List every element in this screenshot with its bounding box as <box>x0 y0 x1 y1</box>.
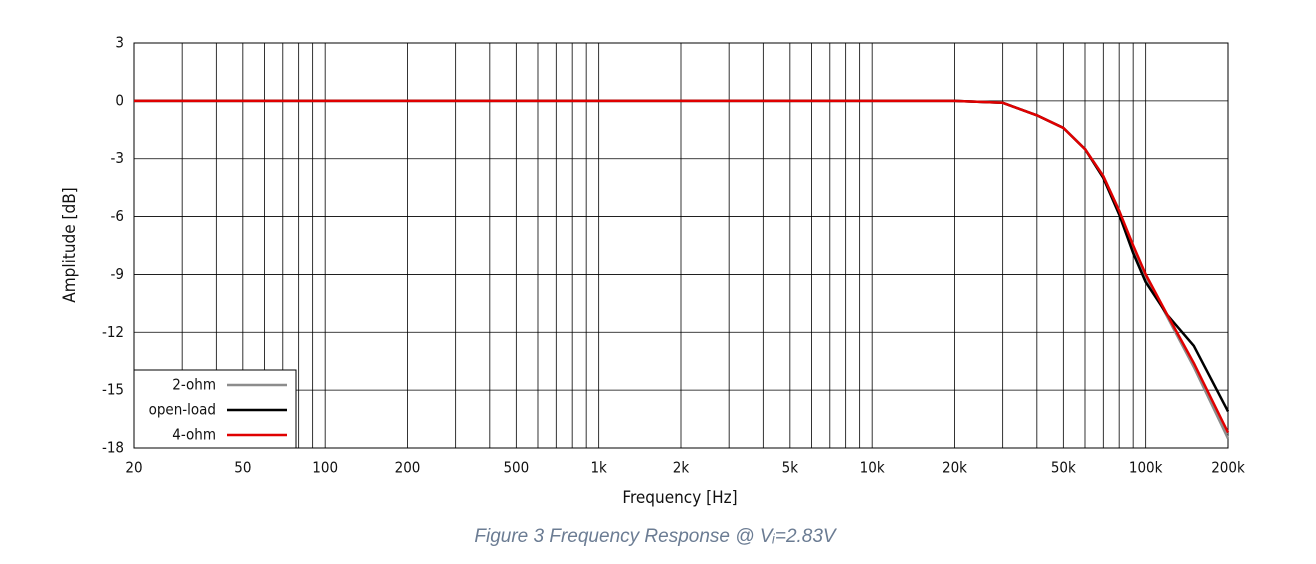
x-tick-label: 10k <box>860 459 885 477</box>
x-tick-label: 50 <box>234 459 251 477</box>
y-tick-label: -6 <box>111 207 124 225</box>
y-tick-label: -18 <box>102 439 124 457</box>
x-tick-label: 50k <box>1051 459 1076 477</box>
plot-frame <box>133 42 1229 449</box>
x-tick-label: 100k <box>1129 459 1163 477</box>
y-tick-label: -15 <box>102 381 124 399</box>
series-line <box>134 99 1230 434</box>
x-tick-label: 20 <box>125 459 142 477</box>
x-tick-label: 100 <box>312 459 338 477</box>
x-tick-label: 200 <box>395 459 421 477</box>
legend-label: open-load <box>149 401 216 419</box>
x-tick-label: 500 <box>503 459 529 477</box>
x-tick-label: 1k <box>590 459 607 477</box>
y-tick-label: 0 <box>115 91 124 109</box>
x-axis-label: Frequency [Hz] <box>622 488 737 508</box>
y-axis-label: Amplitude [dB] <box>60 187 80 302</box>
legend-label: 4-ohm <box>172 426 216 444</box>
x-tick-label: 2k <box>673 459 690 477</box>
x-tick-label: 20k <box>942 459 967 477</box>
y-tick-label: 3 <box>115 34 124 52</box>
y-tick-label: -12 <box>102 323 124 341</box>
caption: Figure 3 Frequency Response @ Vᵢ=2.83V <box>474 526 838 547</box>
y-tick-label: -3 <box>111 149 124 167</box>
x-tick-label: 5k <box>782 459 799 477</box>
y-tick-label: -9 <box>111 265 124 283</box>
x-tick-label: 200k <box>1211 459 1245 477</box>
legend-label: 2-ohm <box>172 376 216 394</box>
